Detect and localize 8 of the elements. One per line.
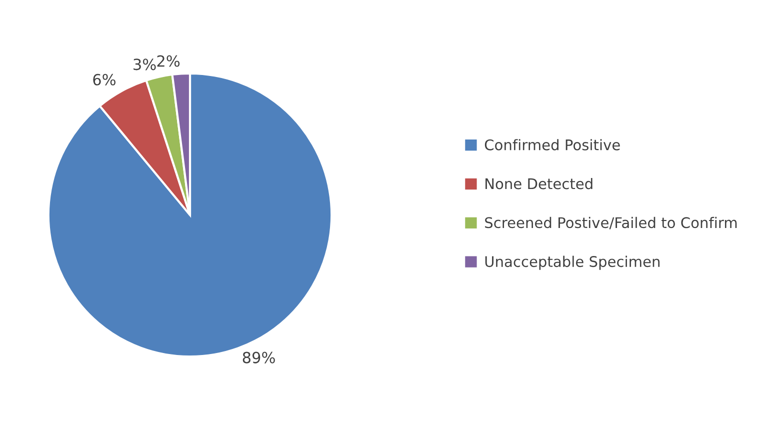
legend-label: Confirmed Positive [484,139,620,150]
legend-label: None Detected [486,178,592,190]
data-label: 6% [93,74,116,86]
legend-label: Screened Postive/Failed to Confirm [485,216,737,230]
data-label: 89% [242,352,275,364]
data-label: 2% [157,55,180,67]
legend-label: Unacceptable Specimen [485,256,660,270]
data-label: 3% [134,58,156,70]
